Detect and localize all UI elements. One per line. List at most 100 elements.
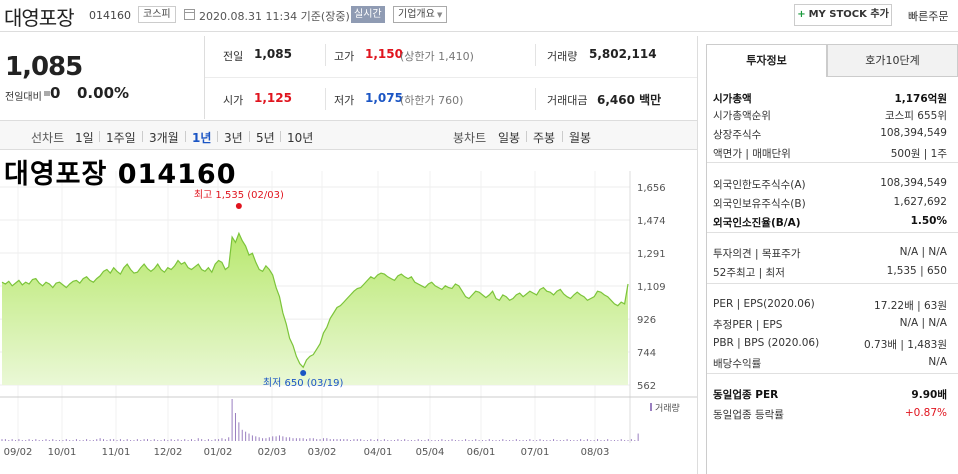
info-label: 시가총액 — [713, 93, 752, 105]
chevron-down-icon: ▼ — [434, 11, 443, 19]
volume-bar — [509, 440, 511, 441]
volume-bar — [11, 439, 13, 441]
current-price: 1,085 — [5, 52, 83, 82]
volume-bar — [174, 440, 176, 441]
tab-3m[interactable]: 3개월 — [149, 131, 179, 145]
volume-bar — [421, 440, 423, 441]
x-tick-label: 10/01 — [48, 447, 77, 458]
volume-bar — [630, 439, 632, 441]
divider — [526, 131, 527, 142]
info-label: PBR | BPS (2020.06) — [713, 337, 820, 349]
volume-bar — [86, 439, 88, 441]
volume-bar — [573, 440, 575, 441]
volume-bar — [512, 440, 514, 441]
volume-bar — [204, 440, 206, 441]
volume-bar — [519, 440, 521, 441]
volume-bar — [624, 440, 626, 441]
line-chart-label: 선차트 — [31, 131, 65, 145]
volume-bar — [478, 440, 480, 441]
info-value: 108,394,549 — [880, 127, 947, 139]
volume-bar — [350, 440, 352, 441]
volume-bar — [28, 439, 30, 441]
volume-bar — [566, 439, 568, 441]
header: 대영포장 014160 코스피 2020.08.31 11:34 기준(장중) … — [0, 0, 958, 32]
volume-bar — [167, 440, 169, 441]
volume-bar — [529, 439, 531, 441]
volume-bar — [383, 439, 385, 441]
tab-invest-info[interactable]: 투자정보 — [706, 44, 827, 77]
price-line — [1, 231, 629, 369]
volume-bar — [553, 439, 555, 441]
volume-bar — [339, 439, 341, 441]
volume-bar — [488, 439, 490, 441]
info-row: 시가총액 1,176억원 — [713, 91, 947, 108]
volume-bar — [292, 438, 294, 441]
volume-bar — [59, 440, 61, 441]
info-label: 상장주식수 — [713, 129, 762, 141]
volume-bar — [475, 439, 477, 441]
tab-daily[interactable]: 일봉 — [498, 131, 521, 145]
tab-monthly[interactable]: 월봉 — [569, 131, 592, 145]
info-label: 동일업종 PER — [713, 389, 779, 401]
quick-order-link[interactable]: 빠른주문 — [908, 10, 949, 23]
volume-bar — [79, 440, 81, 441]
volume-bar — [620, 439, 622, 441]
tab-1y[interactable]: 1년 — [192, 131, 212, 145]
tab-10y[interactable]: 10년 — [287, 131, 314, 145]
volume-bar — [262, 438, 264, 441]
volume-bar — [299, 438, 301, 441]
tab-5y[interactable]: 5년 — [256, 131, 275, 145]
volume-bar — [444, 440, 446, 441]
tab-1w[interactable]: 1주일 — [106, 131, 136, 145]
volume-bar — [356, 439, 358, 441]
volume-bar — [627, 440, 629, 441]
volume-bar — [157, 440, 159, 441]
volume-bar — [634, 440, 636, 441]
info-value: +0.87% — [904, 407, 947, 419]
tab-3y[interactable]: 3년 — [224, 131, 243, 145]
info-value: 9.90배 — [911, 389, 947, 401]
divider — [535, 88, 536, 110]
info-label: 52주최고 | 최저 — [713, 267, 785, 279]
realtime-badge[interactable]: 실시간 — [351, 6, 385, 23]
x-tick-label: 08/03 — [581, 447, 610, 458]
volume-bar — [42, 440, 44, 441]
volume-bar — [326, 438, 328, 441]
divider — [707, 373, 958, 374]
my-stock-add-button[interactable]: + MY STOCK 추가 — [794, 4, 892, 26]
volume-bar — [255, 436, 257, 441]
volume-bar — [163, 439, 165, 441]
volume-bar — [65, 439, 67, 441]
volume-bar — [343, 439, 345, 441]
volume-bar — [525, 440, 527, 441]
volume-bar — [89, 440, 91, 441]
info-value: 코스피 655위 — [884, 110, 947, 122]
info-label: 액면가 | 매매단위 — [713, 148, 791, 160]
tab-1d[interactable]: 1일 — [75, 131, 94, 145]
company-overview-button[interactable]: 기업개요 ▼ — [393, 6, 448, 23]
x-tick-label: 02/03 — [258, 447, 287, 458]
volume-bar — [613, 440, 615, 441]
volume-bar — [113, 439, 115, 441]
volume-bar — [316, 439, 318, 441]
info-label: PER | EPS(2020.06) — [713, 298, 815, 310]
x-tick-label: 11/01 — [102, 447, 131, 458]
tab-order-book[interactable]: 호가10단계 — [827, 44, 958, 77]
volume-bar — [387, 440, 389, 441]
volume-bar — [465, 439, 467, 441]
volume-bar — [569, 440, 571, 441]
info-row: 외국인한도주식수(A) 108,394,549 — [713, 177, 947, 194]
price-summary: 1,085 전일대비 0 0.00% — [0, 36, 205, 119]
tab-weekly[interactable]: 주봉 — [533, 131, 556, 145]
volume-bar — [31, 440, 33, 441]
info-label: 외국인소진율(B/A) — [713, 217, 801, 229]
volume-bar — [184, 439, 186, 441]
amount-label: 거래대금 — [547, 94, 588, 107]
volume-bar — [322, 438, 324, 441]
volume-bar — [458, 440, 460, 441]
volume-bar — [590, 440, 592, 441]
volume-bar — [468, 440, 470, 441]
info-value: N/A | N/A — [899, 246, 947, 258]
volume-bar — [248, 433, 250, 441]
divider — [99, 131, 100, 142]
